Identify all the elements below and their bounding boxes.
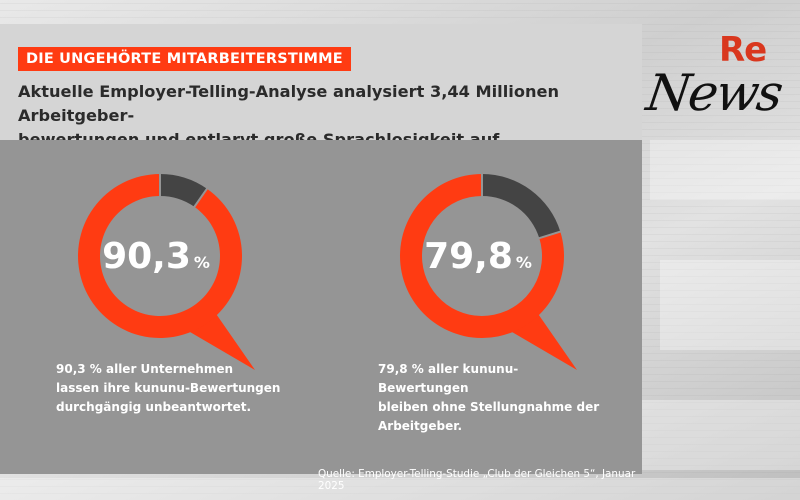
chart-2-caption-line: Arbeitgeber. <box>378 419 463 433</box>
headline-line-1: Aktuelle Employer-Telling-Analyse analys… <box>18 82 559 125</box>
donut-chart-1: 90,3% <box>78 173 255 370</box>
background-paper-block <box>660 260 800 350</box>
topic-tag: DIE UNGEHÖRTE MITARBEITERSTIMME <box>18 47 351 71</box>
card-header: DIE UNGEHÖRTE MITARBEITERSTIMME Aktuelle… <box>0 24 642 173</box>
donut-chart-2: 79,8% <box>399 173 577 370</box>
background-paper-block <box>650 140 800 200</box>
chart-1-caption: 90,3 % aller Unternehmen lassen ihre kun… <box>56 360 286 417</box>
chart-2-caption-line: 79,8 % aller kununu-Bewertungen <box>378 362 519 395</box>
logo-re-text: Re <box>719 30 767 70</box>
chart-1-caption-line: 90,3 % aller Unternehmen <box>56 362 234 376</box>
donut-center-value: 79,8% <box>424 236 532 277</box>
chart-1-caption-line: durchgängig unbeantwortet. <box>56 400 252 414</box>
donut-separator <box>538 230 562 240</box>
donut-slice-remainder <box>160 174 207 207</box>
background-paper-block <box>0 478 800 500</box>
donut-separator <box>192 187 209 209</box>
source-note: Quelle: Employer-Telling-Studie „Club de… <box>318 468 636 492</box>
infographic-card: DIE UNGEHÖRTE MITARBEITERSTIMME Aktuelle… <box>0 24 642 492</box>
renews-logo: Re News <box>642 30 785 130</box>
chart-2-caption-line: bleiben ohne Stellungnahme der <box>378 400 600 414</box>
donut-slice-remainder <box>482 174 561 239</box>
donut-charts: 90,3% 79,8% <box>78 173 577 370</box>
chart-1-caption-line: lassen ihre kununu-Bewertungen <box>56 381 281 395</box>
donut-center-value: 90,3% <box>102 236 210 277</box>
background-paper-block <box>640 400 800 470</box>
logo-news-text: News <box>642 64 785 122</box>
chart-2-caption: 79,8 % aller kununu-Bewertungen bleiben … <box>378 360 608 436</box>
